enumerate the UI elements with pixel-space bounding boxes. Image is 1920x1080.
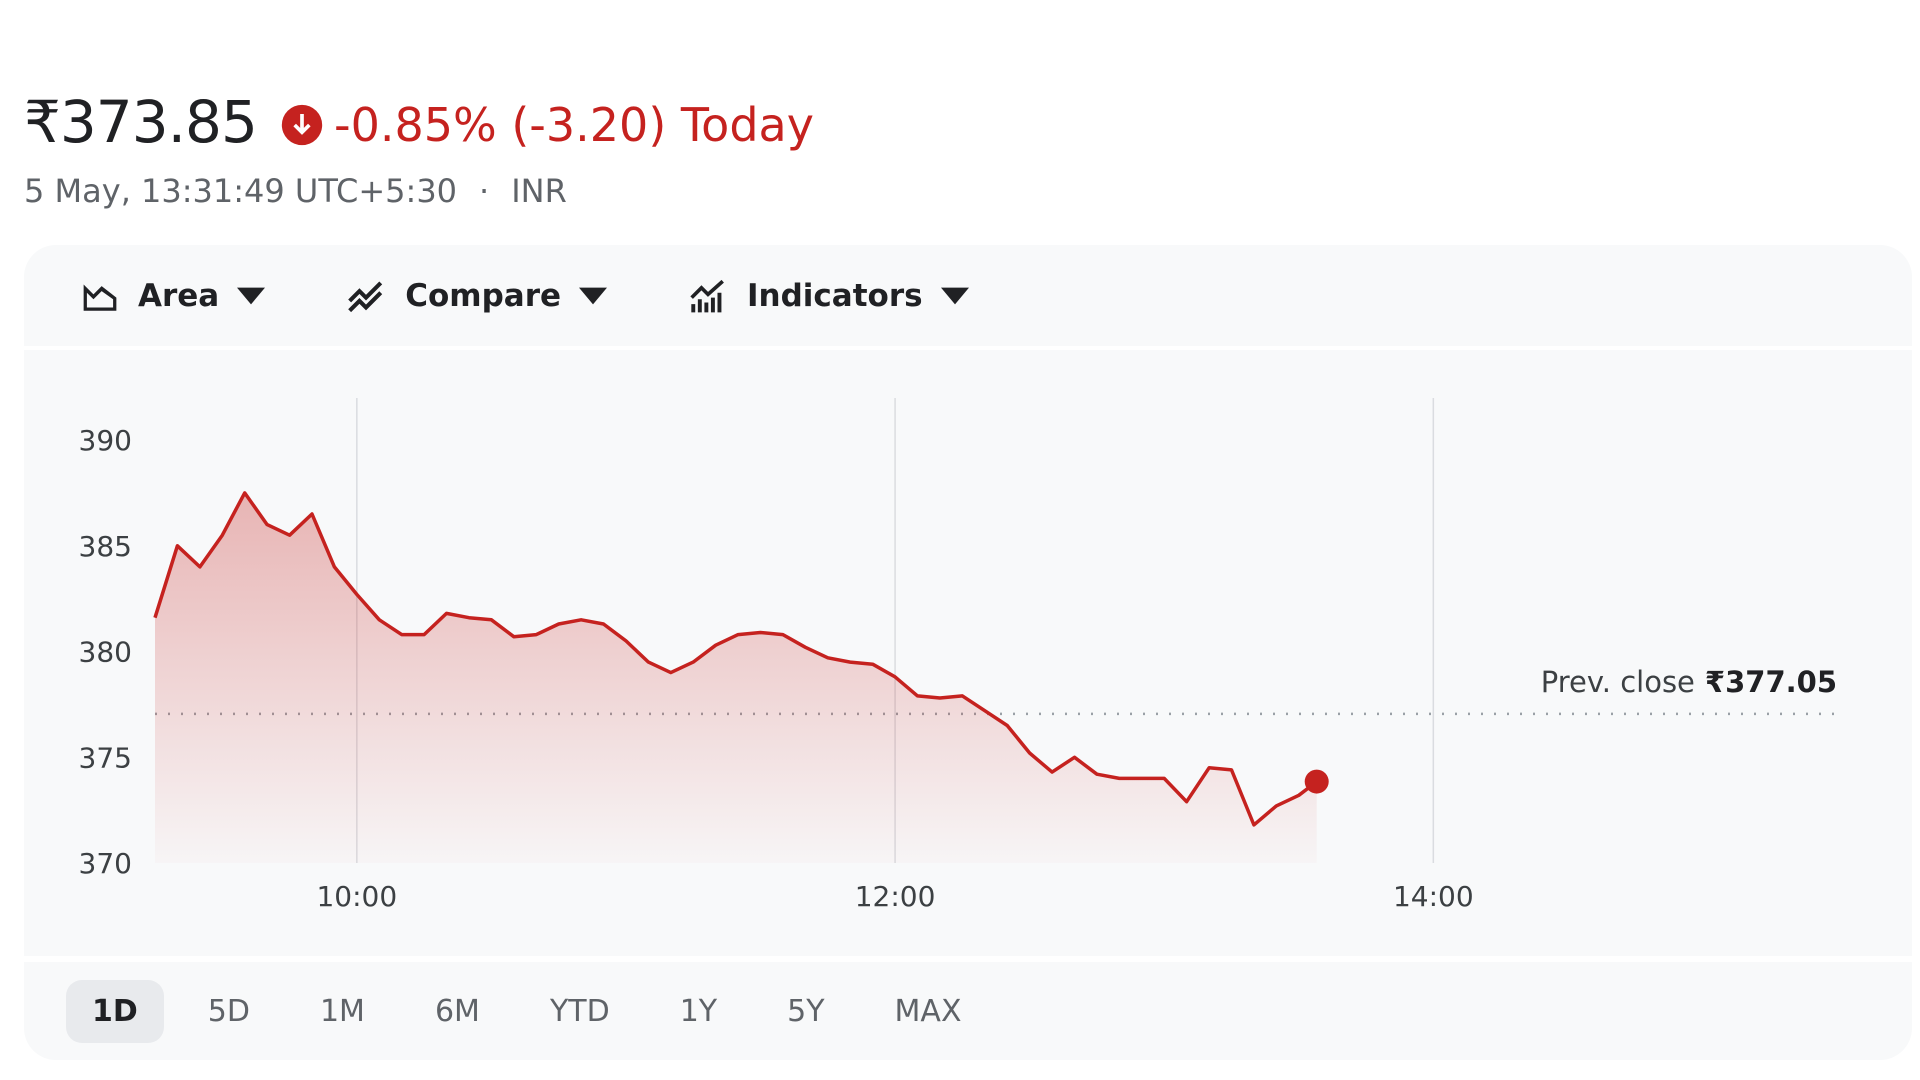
area-label: Area [138,277,220,314]
range-button[interactable]: 1Y [679,993,718,1029]
chart-card [24,245,1912,1060]
range-button[interactable]: 5Y [787,993,825,1029]
compare-menu[interactable]: Compare [345,277,608,314]
change: -0.85% (-3.20) Today [280,98,814,152]
area-menu[interactable]: Area [80,277,266,314]
indicators-label: Indicators [747,277,923,314]
range-button[interactable]: 1M [319,993,365,1029]
caret [237,287,266,304]
currency: INR [511,172,567,210]
toolbar: Area Compare Indicators [24,245,1912,350]
caret [940,287,969,304]
price: ₹373.85 [24,88,258,156]
timestamp: 5 May, 13:31:49 UTC+5:30 [24,172,458,210]
indicators-icon [690,279,724,312]
compare-icon [348,280,383,312]
meta: 5 May, 13:31:49 UTC+5:30 · INR [24,172,567,210]
range-bar: 1D 5D 1M 6M YTD 1Y 5Y MAX [24,956,1912,1060]
range-button[interactable]: 1D [66,979,164,1043]
caret [579,287,608,304]
separator: · [479,172,490,210]
range-button[interactable]: MAX [894,993,962,1029]
change-text: -0.85% (-3.20) Today [334,98,814,152]
range-button[interactable]: YTD [549,993,610,1029]
range-button[interactable]: 5D [207,993,250,1029]
compare-label: Compare [405,277,562,314]
area-icon [83,284,117,311]
down-icon [281,104,323,146]
indicators-menu[interactable]: Indicators [687,278,969,314]
range-button[interactable]: 6M [434,993,480,1029]
